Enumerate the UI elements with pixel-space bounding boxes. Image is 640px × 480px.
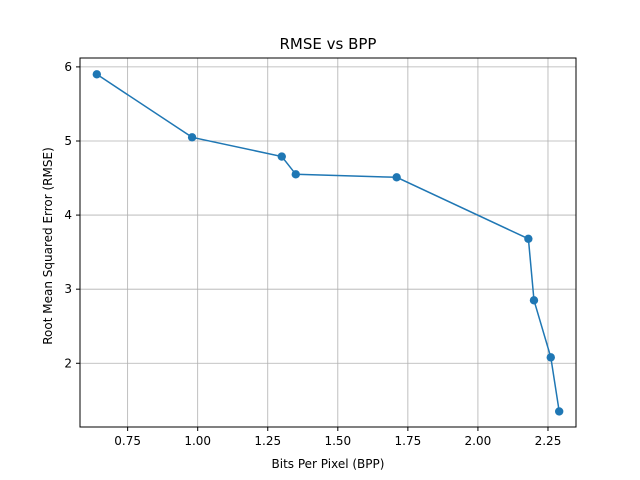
x-tick-label: 1.50	[324, 434, 351, 448]
x-tick-label: 2.00	[465, 434, 492, 448]
y-tick-label: 5	[64, 134, 72, 148]
x-tick-label: 2.25	[535, 434, 562, 448]
axes-frame	[79, 57, 577, 428]
data-point	[291, 170, 300, 179]
grid	[80, 58, 576, 427]
data-point	[554, 407, 564, 416]
y-tick-label: 6	[64, 60, 72, 74]
x-tick-label: 1.00	[184, 434, 211, 448]
y-tick-label: 2	[64, 356, 72, 370]
ticks: 0.75 1.00 1.25 1.50 1.75 2.00 2.25 2 3 4 5 6	[64, 60, 561, 448]
chart-title: RMSE vs BPP	[280, 35, 377, 53]
series-layer	[92, 70, 564, 416]
x-tick-label: 1.25	[254, 434, 281, 448]
data-point	[187, 133, 197, 142]
data-point	[524, 234, 533, 243]
data-point	[92, 70, 102, 79]
y-axis-label: Root Mean Squared Error (RMSE)	[41, 147, 55, 345]
data-point	[277, 152, 286, 161]
y-tick-label: 4	[64, 208, 72, 222]
data-point	[392, 173, 401, 182]
x-tick-label: 1.75	[395, 434, 422, 448]
x-tick-label: 0.75	[114, 434, 141, 448]
y-tick-label: 3	[64, 282, 72, 296]
data-point	[546, 353, 555, 362]
data-point	[529, 296, 539, 305]
x-axis-label: Bits Per Pixel (BPP)	[272, 457, 385, 471]
